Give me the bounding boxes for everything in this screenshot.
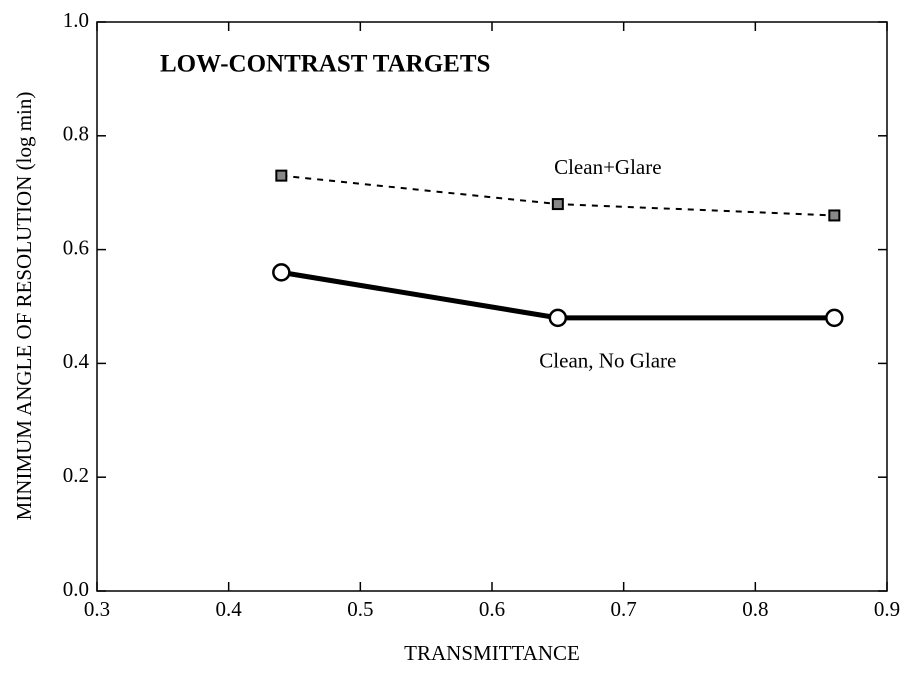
x-tick-label: 0.4 [216, 597, 243, 621]
x-tick-label: 0.5 [347, 597, 373, 621]
series-label: Clean, No Glare [539, 349, 676, 373]
y-tick-label: 1.0 [63, 8, 89, 32]
y-tick-label: 0.2 [63, 463, 89, 487]
series-label: Clean+Glare [554, 155, 661, 179]
x-tick-label: 0.7 [611, 597, 637, 621]
y-tick-label: 0.6 [63, 235, 89, 259]
y-tick-label: 0.4 [63, 349, 90, 373]
y-tick-label: 0.0 [63, 577, 89, 601]
x-axis-label: TRANSMITTANCE [404, 641, 580, 665]
circle-marker [272, 263, 291, 282]
x-tick-label: 0.6 [479, 597, 505, 621]
square-marker [275, 169, 288, 182]
y-tick-label: 0.8 [63, 122, 89, 146]
square-marker [828, 209, 841, 222]
circle-marker [825, 308, 844, 328]
square-marker [551, 198, 564, 211]
circle-marker [548, 308, 568, 328]
x-tick-label: 0.3 [84, 597, 110, 621]
x-tick-label: 0.8 [742, 597, 768, 621]
y-axis-label: MINIMUM ANGLE OF RESOLUTION (log min) [12, 92, 36, 521]
chart-title: LOW-CONTRAST TARGETS [160, 51, 490, 78]
x-tick-label: 0.9 [874, 597, 900, 621]
